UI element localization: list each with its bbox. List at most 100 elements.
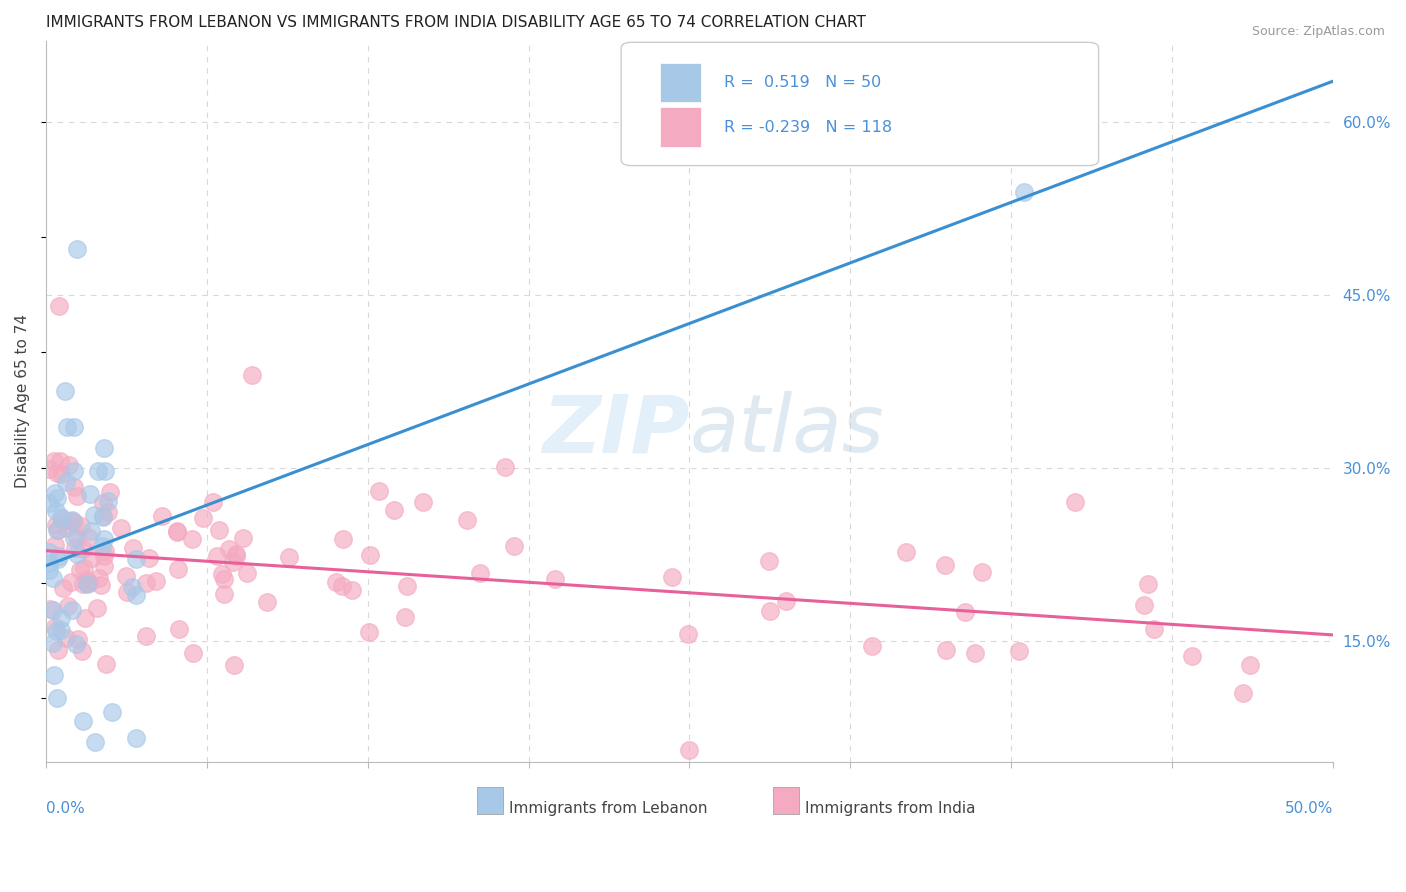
Point — [46, 691, 69, 706]
Point — [76, 576, 98, 591]
Point — [44, 668, 66, 682]
Point — [225, 549, 247, 563]
Point — [340, 583, 363, 598]
Point — [494, 459, 516, 474]
Point — [211, 566, 233, 581]
Text: Immigrants from India: Immigrants from India — [806, 801, 976, 815]
Point — [58, 599, 80, 613]
Point — [49, 454, 72, 468]
Point — [53, 384, 76, 398]
Point — [953, 605, 976, 619]
Point — [135, 629, 157, 643]
Point — [93, 558, 115, 573]
Point — [65, 637, 87, 651]
Point — [76, 573, 98, 587]
Point — [55, 631, 77, 645]
Point — [45, 624, 67, 639]
Point — [970, 565, 993, 579]
Point — [45, 503, 67, 517]
Point — [70, 643, 93, 657]
Point — [122, 541, 145, 555]
Point — [678, 743, 700, 757]
Point — [678, 627, 700, 641]
Point — [325, 574, 347, 589]
Point — [73, 561, 96, 575]
Point — [896, 545, 918, 559]
Point — [62, 531, 84, 545]
Point — [1012, 185, 1035, 199]
Point — [66, 242, 89, 256]
Point — [214, 587, 236, 601]
Point — [60, 513, 83, 527]
Point — [90, 577, 112, 591]
Point — [46, 523, 69, 537]
Point — [150, 509, 173, 524]
Point — [468, 566, 491, 581]
Point — [1064, 495, 1087, 509]
Point — [101, 706, 124, 720]
Point — [330, 579, 353, 593]
Point — [166, 561, 188, 575]
Point — [94, 543, 117, 558]
Point — [45, 517, 67, 532]
Text: ZIP: ZIP — [541, 392, 689, 469]
Point — [235, 566, 257, 580]
Point — [87, 571, 110, 585]
Point — [77, 530, 100, 544]
Point — [55, 521, 77, 535]
Point — [80, 551, 103, 566]
Point — [121, 581, 143, 595]
Point — [66, 548, 89, 562]
Point — [935, 643, 957, 657]
Point — [38, 602, 60, 616]
Point — [45, 491, 67, 505]
Point — [759, 604, 782, 618]
Point — [86, 601, 108, 615]
Point — [38, 556, 60, 570]
Point — [456, 513, 478, 527]
Point — [97, 506, 120, 520]
Point — [145, 574, 167, 589]
Point — [46, 551, 69, 566]
Point — [44, 538, 66, 552]
Point — [94, 465, 117, 479]
Bar — [477, 787, 503, 814]
Point — [84, 735, 107, 749]
Point — [44, 620, 66, 634]
Point — [93, 508, 115, 523]
Point — [256, 595, 278, 609]
Point — [72, 541, 94, 556]
Point — [225, 547, 247, 561]
Point — [72, 576, 94, 591]
Point — [117, 584, 139, 599]
Point — [934, 558, 956, 572]
Point — [49, 510, 72, 524]
Point — [135, 576, 157, 591]
Point — [368, 483, 391, 498]
Point — [90, 539, 112, 553]
Point — [1239, 657, 1261, 672]
Point — [1143, 622, 1166, 636]
Point — [661, 570, 683, 584]
Point — [66, 489, 89, 503]
Point — [56, 420, 79, 434]
Bar — [659, 62, 702, 103]
Point — [60, 514, 83, 528]
Point — [44, 486, 66, 500]
Point — [69, 562, 91, 576]
Point — [201, 494, 224, 508]
Point — [75, 611, 97, 625]
Text: R =  0.519   N = 50: R = 0.519 N = 50 — [724, 75, 882, 90]
Point — [180, 532, 202, 546]
Point — [394, 609, 416, 624]
Point — [166, 524, 188, 539]
Point — [181, 646, 204, 660]
Point — [58, 458, 80, 473]
Point — [38, 564, 60, 578]
Point — [1136, 576, 1159, 591]
Point — [502, 539, 524, 553]
Point — [97, 494, 120, 508]
Point — [93, 549, 115, 563]
Point — [48, 549, 70, 563]
Point — [125, 731, 148, 745]
